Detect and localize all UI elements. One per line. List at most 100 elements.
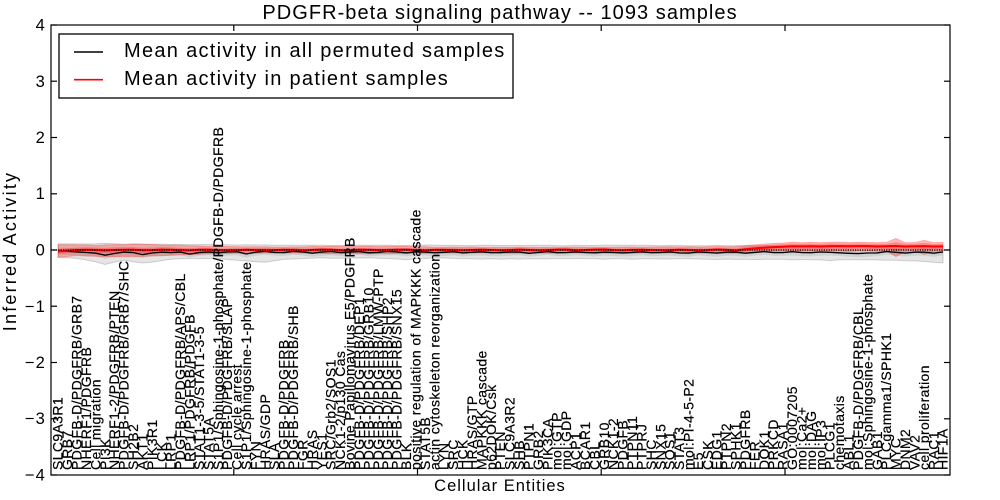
svg-text:HCK: HCK xyxy=(455,439,471,470)
svg-text:PDGFR-beta signaling pathway -: PDGFR-beta signaling pathway -- 1093 sam… xyxy=(262,2,737,24)
svg-text:PRKCD: PRKCD xyxy=(765,419,781,470)
svg-text:PDGFB-D/PDGFRB/CBL: PDGFB-D/PDGFRB/CBL xyxy=(850,307,866,470)
svg-text:SLC9A3R1: SLC9A3R1 xyxy=(50,397,66,470)
svg-text:NHERF1-2/PDGFRB/PTEN: NHERF1-2/PDGFRB/PTEN xyxy=(106,290,122,470)
svg-text:FER: FER xyxy=(746,441,762,470)
svg-text:PLCgamma1/SPHK1: PLCgamma1/SPHK1 xyxy=(878,333,894,470)
svg-text:4: 4 xyxy=(36,17,46,35)
svg-text:EDG1: EDG1 xyxy=(709,430,725,470)
svg-text:GRB2: GRB2 xyxy=(530,430,546,470)
svg-text:PLCG1: PLCG1 xyxy=(822,422,838,470)
svg-text:RASA1: RASA1 xyxy=(775,422,791,470)
svg-text:DOK1: DOK1 xyxy=(756,430,772,470)
svg-text:SH2B2: SH2B2 xyxy=(125,424,141,470)
svg-text:Inferred Activity: Inferred Activity xyxy=(0,171,20,331)
svg-text:PDGFB-D/PDGFRB/SHB: PDGFB-D/PDGFRB/SHB xyxy=(285,305,301,470)
svg-text:PDGFB-D/PDGFRB/SHP2: PDGFB-D/PDGFRB/SHP2 xyxy=(379,297,395,470)
svg-text:3: 3 xyxy=(36,73,46,91)
svg-text:PDGFB-D/PDGFRB/APS/CBL: PDGFB-D/PDGFRB/APS/CBL xyxy=(172,273,188,470)
svg-text:PIK3R1: PIK3R1 xyxy=(144,419,160,470)
svg-text:NCK1-2/p130 Cas: NCK1-2/p130 Cas xyxy=(332,351,348,470)
svg-text:PTPN11: PTPN11 xyxy=(624,416,640,470)
svg-text:GO:0007205: GO:0007205 xyxy=(784,386,800,470)
svg-text:SHB: SHB xyxy=(511,440,527,470)
svg-text:actin cytoskeleton reorganizat: actin cytoskeleton reorganization xyxy=(426,254,442,470)
svg-text:p62DOK/Csk: p62DOK/Csk xyxy=(483,384,499,470)
svg-text:Mean activity in patient sampl: Mean activity in patient samples xyxy=(124,68,449,90)
svg-text:mol:Sphingosine-1-phosphate: mol:Sphingosine-1-phosphate xyxy=(859,274,875,470)
svg-text:Cell cycle arrest: Cell cycle arrest xyxy=(229,364,245,470)
svg-text:CSK: CSK xyxy=(699,440,715,470)
svg-text:chemotaxis: chemotaxis xyxy=(831,395,847,470)
svg-text:positive regulation of MAPKKK: positive regulation of MAPKKK cascade xyxy=(408,209,424,470)
svg-text:PDGFB-D/PDGFRB/GRB7: PDGFB-D/PDGFRB/GRB7 xyxy=(69,296,85,470)
svg-text:STAT3: STAT3 xyxy=(671,427,687,470)
svg-text:DNM2: DNM2 xyxy=(897,429,913,470)
svg-text:SRC/Grb2/SOS1: SRC/Grb2/SOS1 xyxy=(323,359,339,470)
svg-text:AKT1: AKT1 xyxy=(134,433,150,470)
svg-text:VAV2: VAV2 xyxy=(907,435,923,470)
svg-text:mol:GDP: mol:GDP xyxy=(558,411,574,470)
svg-text:S1P1/Sphingosine-1-phosphate: S1P1/Sphingosine-1-phosphate xyxy=(238,262,254,470)
svg-text:SHC: SHC xyxy=(643,439,659,470)
svg-text:HRAS: HRAS xyxy=(304,430,320,470)
svg-text:cell proliferation: cell proliferation xyxy=(916,365,932,470)
svg-text:2: 2 xyxy=(36,129,46,147)
svg-text:ABL1: ABL1 xyxy=(841,434,857,470)
svg-text:MYC: MYC xyxy=(888,438,904,470)
svg-text:PDGFB-D/PDGFRB: PDGFB-D/PDGFRB xyxy=(276,339,292,470)
svg-text:ACP1: ACP1 xyxy=(568,432,584,470)
svg-text:mol:Ca2+: mol:Ca2+ xyxy=(794,407,810,470)
svg-text:PIK3CA: PIK3CA xyxy=(539,418,555,470)
svg-text:Mean activity in all permuted: Mean activity in all permuted samples xyxy=(124,40,506,62)
svg-text:PDGFRB: PDGFRB xyxy=(737,409,753,470)
svg-text:PDGFB-D/PDGFRB/GRB10: PDGFB-D/PDGFRB/GRB10 xyxy=(360,287,376,470)
svg-text:FYN: FYN xyxy=(247,441,263,470)
svg-text:Cellular Entities: Cellular Entities xyxy=(434,477,566,495)
svg-text:LRP1/PDGFRB/PDGFB: LRP1/PDGFRB/PDGFB xyxy=(182,314,198,470)
svg-text:Cell migration: Cell migration xyxy=(87,379,103,470)
svg-text:0: 0 xyxy=(36,242,46,260)
svg-text:mol:GTP: mol:GTP xyxy=(549,412,565,470)
svg-text:PDGFB-D/PDGFRB/SLAP: PDGFB-D/PDGFRB/SLAP xyxy=(219,298,235,470)
svg-text:BCAR1: BCAR1 xyxy=(577,421,593,470)
svg-text:SLC9A3R2: SLC9A3R2 xyxy=(502,397,518,470)
svg-text:NHERF1/PDGFRB: NHERF1/PDGFRB xyxy=(78,347,94,470)
svg-text:HIF1A: HIF1A xyxy=(935,428,951,470)
svg-text:STAT5A: STAT5A xyxy=(200,417,216,470)
svg-text:−4: −4 xyxy=(25,467,46,485)
svg-text:CBL: CBL xyxy=(586,442,602,470)
svg-text:FGR: FGR xyxy=(295,439,311,470)
svg-text:LYN: LYN xyxy=(436,443,452,470)
svg-text:GRB10: GRB10 xyxy=(596,422,612,470)
svg-text:RAC1: RAC1 xyxy=(925,431,941,470)
svg-text:HRAS/GDP: HRAS/GDP xyxy=(257,394,273,470)
svg-text:PI3K: PI3K xyxy=(97,438,113,470)
svg-text:HRAS/GTP: HRAS/GTP xyxy=(464,395,480,470)
svg-text:GAB1: GAB1 xyxy=(869,431,885,470)
svg-text:SOS1: SOS1 xyxy=(662,431,678,470)
svg-text:mol:PI-4-5-P2: mol:PI-4-5-P2 xyxy=(681,379,697,470)
svg-text:mol:DAG: mol:DAG xyxy=(803,411,819,470)
svg-text:BLK: BLK xyxy=(398,442,414,470)
svg-text:PDGFB-D/PDGFRB/LMW-PTP: PDGFB-D/PDGFRB/LMW-PTP xyxy=(370,268,386,470)
svg-text:GRB7: GRB7 xyxy=(59,430,75,470)
svg-text:STAT5B: STAT5B xyxy=(417,417,433,470)
svg-text:PTEN: PTEN xyxy=(492,431,508,470)
svg-text:PDGFB-D/PDGFRB/SNX15: PDGFB-D/PDGFRB/SNX15 xyxy=(389,289,405,470)
svg-text:−3: −3 xyxy=(25,410,46,428)
svg-text:PTPN1: PTPN1 xyxy=(520,423,536,470)
svg-text:PDGFB-D/PDGFRB/DEP1: PDGFB-D/PDGFRB/DEP1 xyxy=(351,297,367,470)
svg-text:Bovine Papillomavirus E5/PDGFR: Bovine Papillomavirus E5/PDGFRB xyxy=(342,237,358,470)
svg-text:PDGFB: PDGFB xyxy=(615,420,631,470)
svg-text:1: 1 xyxy=(36,185,46,203)
svg-text:STAT1-3-5/STAT1-3-5: STAT1-3-5/STAT1-3-5 xyxy=(191,326,207,470)
svg-text:S1P1/Sphingosine-1-phosphate/P: S1P1/Sphingosine-1-phosphate/PDGFB-D/PDG… xyxy=(210,127,226,470)
svg-text:LRP1: LRP1 xyxy=(163,433,179,470)
svg-text:SLA: SLA xyxy=(266,442,282,470)
svg-text:PDGFB-D/PDGFRB/GRB7/SHC: PDGFB-D/PDGFRB/GRB7/SHC xyxy=(116,261,132,470)
svg-text:YES1: YES1 xyxy=(313,433,329,470)
svg-text:−1: −1 xyxy=(25,298,46,316)
svg-text:PTPN2: PTPN2 xyxy=(718,423,734,470)
svg-text:SNX15: SNX15 xyxy=(652,424,668,470)
